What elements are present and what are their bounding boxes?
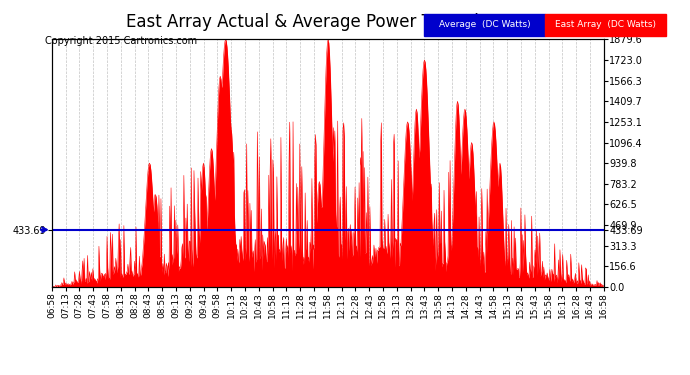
Text: East Array  (DC Watts): East Array (DC Watts): [555, 20, 656, 29]
Text: Copyright 2015 Cartronics.com: Copyright 2015 Cartronics.com: [45, 36, 197, 46]
Text: Average  (DC Watts): Average (DC Watts): [440, 20, 531, 29]
Text: East Array Actual & Average Power Tue Feb 10 17:12: East Array Actual & Average Power Tue Fe…: [126, 13, 564, 31]
